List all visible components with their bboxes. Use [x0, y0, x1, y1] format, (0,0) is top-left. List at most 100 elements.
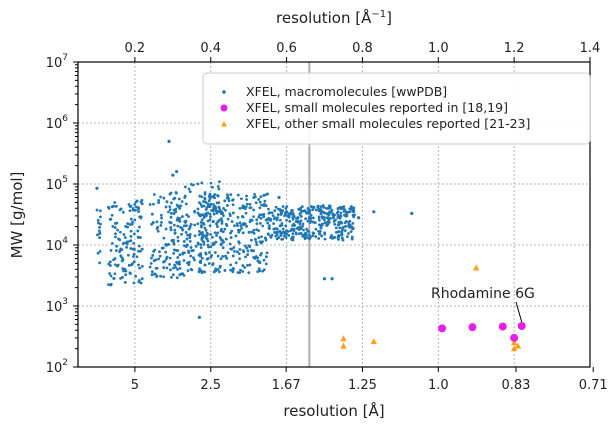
data-point-macromolecule — [267, 224, 271, 228]
data-point-macromolecule — [176, 235, 180, 239]
data-point-macromolecule — [95, 186, 99, 190]
data-point-small-molecule — [468, 323, 477, 332]
data-point-macromolecule — [245, 202, 249, 206]
data-point-macromolecule — [349, 230, 353, 233]
data-point-macromolecule — [176, 249, 180, 252]
data-point-macromolecule — [210, 185, 214, 189]
data-point-macromolecule — [107, 283, 110, 286]
data-point-macromolecule — [131, 208, 135, 212]
data-point-macromolecule — [241, 231, 245, 235]
data-point-macromolecule — [128, 223, 132, 226]
data-point-macromolecule — [220, 219, 224, 223]
data-point-macromolecule — [135, 199, 139, 203]
data-point-macromolecule — [334, 218, 337, 222]
data-point-macromolecule — [245, 198, 249, 201]
data-point-macromolecule — [351, 227, 354, 231]
data-point-macromolecule — [253, 192, 256, 196]
data-point-macromolecule — [121, 210, 125, 214]
data-point-macromolecule — [237, 252, 241, 256]
data-point-macromolecule — [208, 197, 212, 200]
data-point-macromolecule — [260, 235, 263, 239]
data-point-macromolecule — [339, 211, 343, 215]
data-point-macromolecule — [314, 227, 318, 231]
data-point-macromolecule — [228, 242, 232, 246]
data-point-macromolecule — [226, 251, 230, 255]
data-point-macromolecule — [122, 233, 126, 236]
y-tick-label: 102 — [46, 358, 68, 376]
data-point-macromolecule — [198, 260, 202, 264]
data-point-macromolecule — [287, 212, 291, 216]
data-point-macromolecule — [297, 228, 301, 231]
x-top-tick-label: 1.2 — [504, 41, 525, 56]
data-point-macromolecule — [178, 220, 182, 223]
data-point-macromolecule — [206, 211, 210, 215]
data-point-macromolecule — [159, 224, 163, 227]
data-point-macromolecule — [218, 180, 221, 184]
data-point-macromolecule — [99, 215, 102, 219]
x-axis-top-title-main: resolution [Å — [276, 8, 372, 27]
data-point-macromolecule — [168, 208, 172, 212]
data-point-macromolecule — [98, 229, 101, 233]
data-point-macromolecule — [343, 229, 347, 232]
data-point-macromolecule — [273, 216, 277, 220]
data-point-macromolecule — [352, 215, 356, 219]
data-point-macromolecule — [168, 192, 172, 196]
data-point-macromolecule — [262, 193, 266, 197]
data-point-macromolecule — [159, 195, 162, 199]
data-point-macromolecule — [176, 268, 179, 271]
data-point-macromolecule — [212, 212, 216, 216]
data-point-macromolecule — [208, 218, 212, 222]
data-point-macromolecule — [245, 246, 249, 250]
data-point-macromolecule — [152, 249, 155, 253]
data-point-macromolecule — [348, 207, 352, 211]
x-axis-bottom-ticks: 5 2.5 1.67 1.25 1.0 0.83 0.71 — [131, 367, 608, 393]
data-point-macromolecule — [291, 238, 295, 242]
data-point-macromolecule — [212, 220, 215, 223]
data-point-macromolecule — [262, 258, 266, 262]
data-point-macromolecule — [129, 234, 133, 238]
data-point-macromolecule — [157, 201, 160, 204]
data-point-macromolecule — [252, 208, 256, 212]
data-point-macromolecule — [260, 203, 264, 207]
data-point-macromolecule — [317, 209, 321, 212]
data-point-macromolecule — [139, 281, 143, 285]
data-point-macromolecule — [151, 254, 155, 257]
data-point-macromolecule — [318, 229, 322, 233]
data-point-macromolecule — [346, 235, 349, 239]
data-point-macromolecule — [219, 257, 223, 261]
data-point-macromolecule — [174, 191, 178, 194]
data-point-macromolecule — [183, 251, 186, 255]
data-point-macromolecule — [347, 232, 350, 235]
data-point-macromolecule — [170, 201, 173, 205]
data-point-macromolecule — [341, 238, 345, 242]
x-bottom-tick-label: 2.5 — [200, 378, 221, 393]
data-point-macromolecule — [176, 224, 180, 228]
data-point-macromolecule — [209, 232, 213, 236]
y-tick-label-base: 10 — [46, 361, 63, 376]
data-point-macromolecule — [209, 181, 213, 185]
data-point-macromolecule — [208, 224, 212, 228]
data-point-macromolecule — [205, 214, 208, 217]
data-point-macromolecule — [234, 234, 238, 238]
data-point-macromolecule — [118, 208, 122, 212]
data-point-macromolecule — [109, 249, 113, 252]
data-point-macromolecule — [167, 210, 170, 214]
data-point-macromolecule — [176, 256, 180, 259]
data-point-macromolecule — [126, 225, 130, 229]
data-point-macromolecule — [357, 216, 361, 220]
data-point-macromolecule — [203, 192, 207, 196]
data-point-macromolecule — [203, 197, 207, 201]
data-point-macromolecule — [272, 222, 275, 226]
data-point-macromolecule — [172, 251, 176, 255]
data-point-macromolecule — [240, 227, 243, 230]
data-point-macromolecule — [341, 228, 344, 231]
data-point-small-molecule — [438, 324, 447, 333]
data-point-macromolecule — [132, 281, 136, 285]
y-tick-label-exponent: 3 — [62, 297, 68, 307]
data-point-macromolecule — [164, 227, 168, 231]
data-point-macromolecule — [278, 218, 282, 222]
data-point-macromolecule — [306, 207, 310, 210]
data-point-macromolecule — [302, 234, 306, 238]
data-point-macromolecule — [164, 250, 168, 254]
data-point-macromolecule — [290, 212, 293, 216]
